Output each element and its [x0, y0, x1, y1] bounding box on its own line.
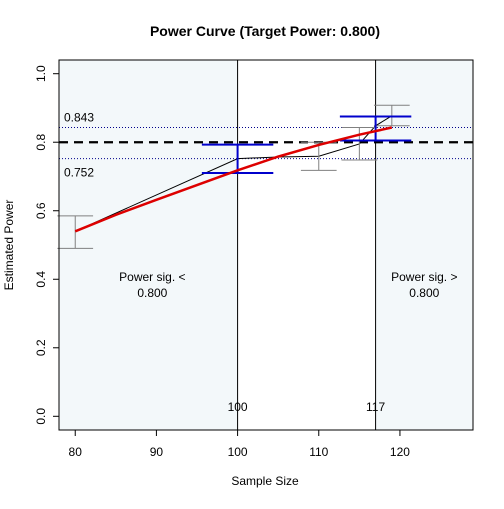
x-tick-label: 80 — [69, 445, 83, 459]
chart-title: Power Curve (Target Power: 0.800) — [150, 23, 380, 39]
region-label-line1: Power sig. > — [391, 270, 457, 284]
region-band — [375, 60, 473, 430]
regions-layer — [59, 60, 473, 430]
vline-label: 117 — [366, 400, 385, 414]
region-label-line2: 0.800 — [409, 286, 439, 300]
fitted-power-curve — [74, 126, 393, 233]
region-label-line1: Power sig. < — [119, 270, 185, 284]
y-tick-label: 0.2 — [34, 339, 48, 356]
x-tick-label: 90 — [150, 445, 164, 459]
region-band — [59, 60, 238, 430]
marks-layer: Power sig. < 0.800 Power sig. > 0.800 0.843 0… — [57, 104, 457, 414]
y-tick-label: 0.8 — [34, 134, 48, 151]
x-tick-label: 100 — [228, 445, 248, 459]
band-lower-label: 0.752 — [64, 166, 94, 180]
y-tick-label: 0.0 — [34, 408, 48, 425]
error-bar — [339, 115, 412, 142]
y-tick-label: 1.0 — [34, 65, 48, 82]
region-label-line2: 0.800 — [137, 286, 167, 300]
region-band — [237, 60, 376, 430]
x-axis-title: Sample Size — [231, 474, 299, 488]
error-bar — [201, 143, 274, 175]
band-upper-label: 0.843 — [64, 110, 94, 124]
y-tick-label: 0.4 — [34, 271, 48, 288]
y-tick-label: 0.6 — [34, 202, 48, 219]
error-bar — [57, 215, 94, 249]
vline-label: 100 — [228, 400, 248, 414]
y-axis-title: Estimated Power — [2, 200, 16, 291]
x-tick-label: 120 — [390, 445, 410, 459]
error-bar — [373, 104, 410, 127]
error-bar — [341, 126, 378, 161]
x-tick-label: 110 — [309, 445, 328, 459]
axes-layer: 80 90 100 110 120 0.0 0.2 0.4 0.6 0.8 1.0 — [34, 65, 410, 459]
